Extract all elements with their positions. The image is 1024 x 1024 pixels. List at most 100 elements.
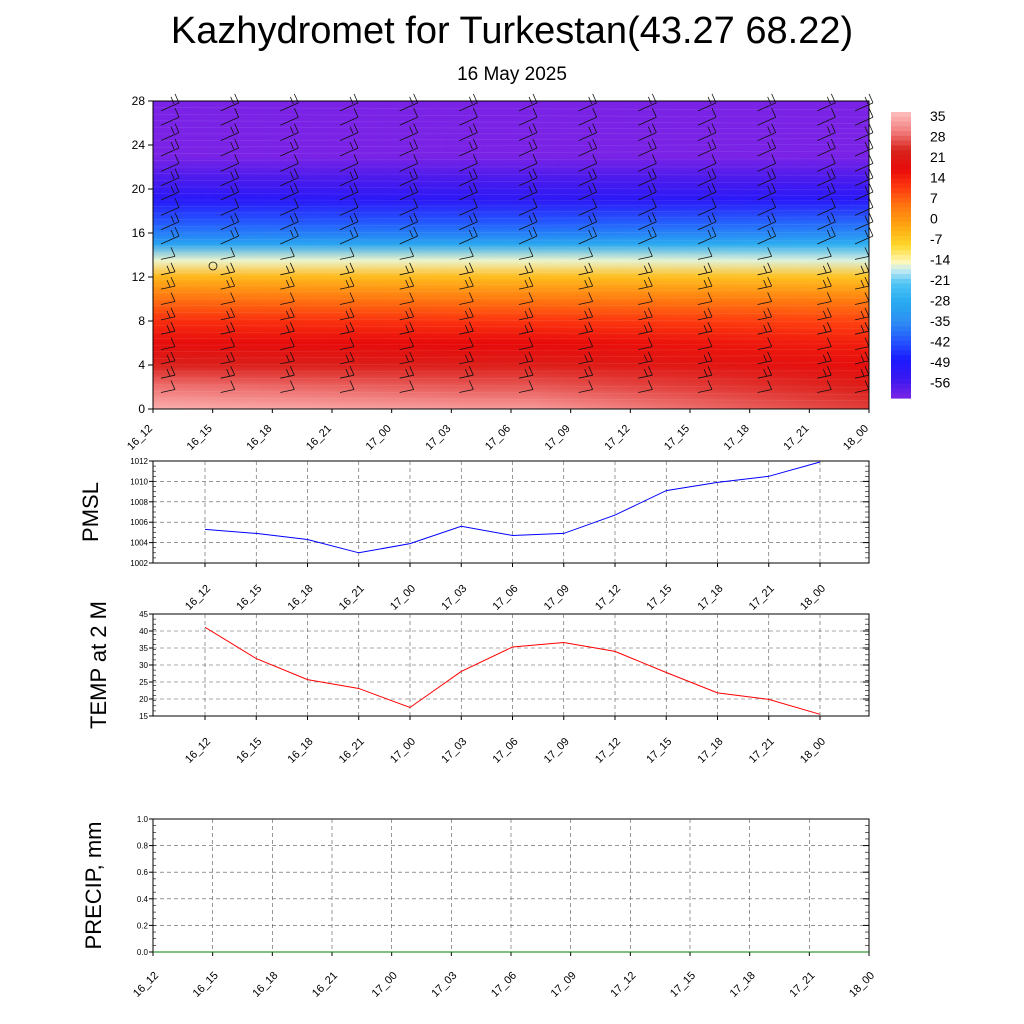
wind-barb [220, 380, 236, 393]
wind-barb [280, 292, 295, 305]
wind-barb [160, 292, 176, 305]
isotherm-line [152, 223, 870, 227]
colorbar-band [891, 255, 911, 261]
chart-subtitle: 16 May 2025 [457, 64, 567, 85]
wind-barb [854, 380, 870, 393]
wind-barb [399, 307, 415, 321]
x-tick-label: 17_15 [644, 583, 674, 613]
wind-barb [697, 154, 717, 172]
colorbar-band [891, 350, 911, 356]
wind-barb [757, 247, 773, 260]
wind-barb [220, 226, 240, 245]
wind-barb [518, 154, 538, 172]
x-tick-label: 17_15 [668, 970, 698, 1000]
wind-barb [339, 247, 355, 260]
colorbar-band [891, 202, 911, 208]
wind-barb [578, 366, 594, 379]
wind-barb [697, 262, 713, 276]
wind-barb [160, 366, 176, 379]
colorbar-band [891, 364, 911, 370]
wind-barb [160, 168, 180, 187]
x-tick-label: 17_12 [602, 423, 632, 453]
wind-barb [638, 212, 657, 231]
x-tick-label: 16_21 [337, 736, 367, 766]
wind-barb [459, 322, 474, 335]
wind-barb [817, 226, 836, 245]
wind-barb [280, 108, 299, 126]
isotherm-line [152, 231, 870, 234]
wind-barb [757, 212, 777, 231]
wind-barb [757, 138, 777, 157]
wind-barb [280, 123, 299, 141]
y-tick-label: 45 [139, 610, 148, 619]
wind-barb [220, 168, 240, 187]
isotherm-line [152, 276, 870, 280]
isotherm-line [152, 265, 870, 268]
x-tick-label: 17_18 [728, 970, 758, 1000]
x-tick-label: 16_18 [250, 970, 280, 1000]
wind-barb [220, 262, 236, 276]
wind-barb [459, 123, 478, 141]
isotherm-line [152, 252, 870, 257]
wind-barb [638, 351, 653, 365]
x-tick-label: 17_21 [747, 583, 777, 613]
colorbar-band [891, 283, 911, 289]
wind-barb [518, 351, 534, 365]
wind-barb [220, 276, 236, 290]
wind-barb [854, 154, 874, 172]
wind-barb [854, 276, 870, 290]
isotherm-line [152, 150, 870, 155]
wind-barb [757, 226, 777, 245]
colorbar-band [891, 112, 911, 118]
isotherm-line [152, 173, 870, 176]
wind-barb [399, 247, 415, 260]
wind-barb [518, 380, 534, 393]
wind-barb [399, 322, 415, 335]
colorbar-band [891, 278, 911, 285]
isotherm-line [152, 384, 870, 388]
x-tick-label: 17_18 [722, 423, 752, 453]
wind-barb [757, 351, 773, 365]
wind-barb [280, 337, 295, 350]
wind-barb [518, 322, 534, 335]
isotherm-line [152, 370, 870, 372]
colorbar-band [891, 359, 911, 366]
wind-barb [280, 307, 295, 321]
wind-barb [280, 262, 295, 276]
colorbar-band [891, 126, 911, 132]
wind-barb [578, 292, 594, 305]
y-tick-label: 0.2 [137, 921, 149, 930]
wind-barb [817, 322, 832, 335]
wind-barb [578, 182, 598, 201]
wind-barb [817, 292, 832, 305]
x-tick-label: 17_00 [364, 423, 394, 453]
colorbar-band [891, 264, 911, 270]
x-tick-label: 17_21 [787, 970, 817, 1000]
wind-barb [854, 292, 870, 305]
chart-title: Kazhydromet for Turkestan(43.27 68.22) [170, 10, 854, 52]
colorbar-band [891, 235, 911, 242]
wind-barb [578, 212, 598, 231]
wind-barb [280, 380, 295, 393]
x-tick-label: 16_15 [234, 736, 264, 766]
wind-barb [339, 276, 355, 290]
isotherm-line [152, 362, 870, 366]
wind-barb [339, 351, 355, 365]
y-tick-label: 0.6 [137, 868, 149, 877]
wind-barb [757, 366, 773, 379]
wind-barb [638, 380, 653, 393]
wind-barb [697, 351, 713, 365]
wind-barb [459, 337, 474, 350]
wind-barb [817, 307, 832, 321]
wind-barb [459, 168, 478, 187]
colorbar-band [891, 188, 911, 194]
isotherm-line [152, 343, 870, 346]
wind-barb [757, 168, 777, 187]
wind-barb [697, 247, 713, 260]
x-tick-label: 17_00 [370, 970, 400, 1000]
wind-barb [817, 337, 832, 350]
wind-barb [399, 380, 415, 393]
wind-barb [697, 307, 713, 321]
y-axis-label: TEMP at 2 M [86, 601, 111, 729]
colorbar-band [891, 212, 911, 218]
